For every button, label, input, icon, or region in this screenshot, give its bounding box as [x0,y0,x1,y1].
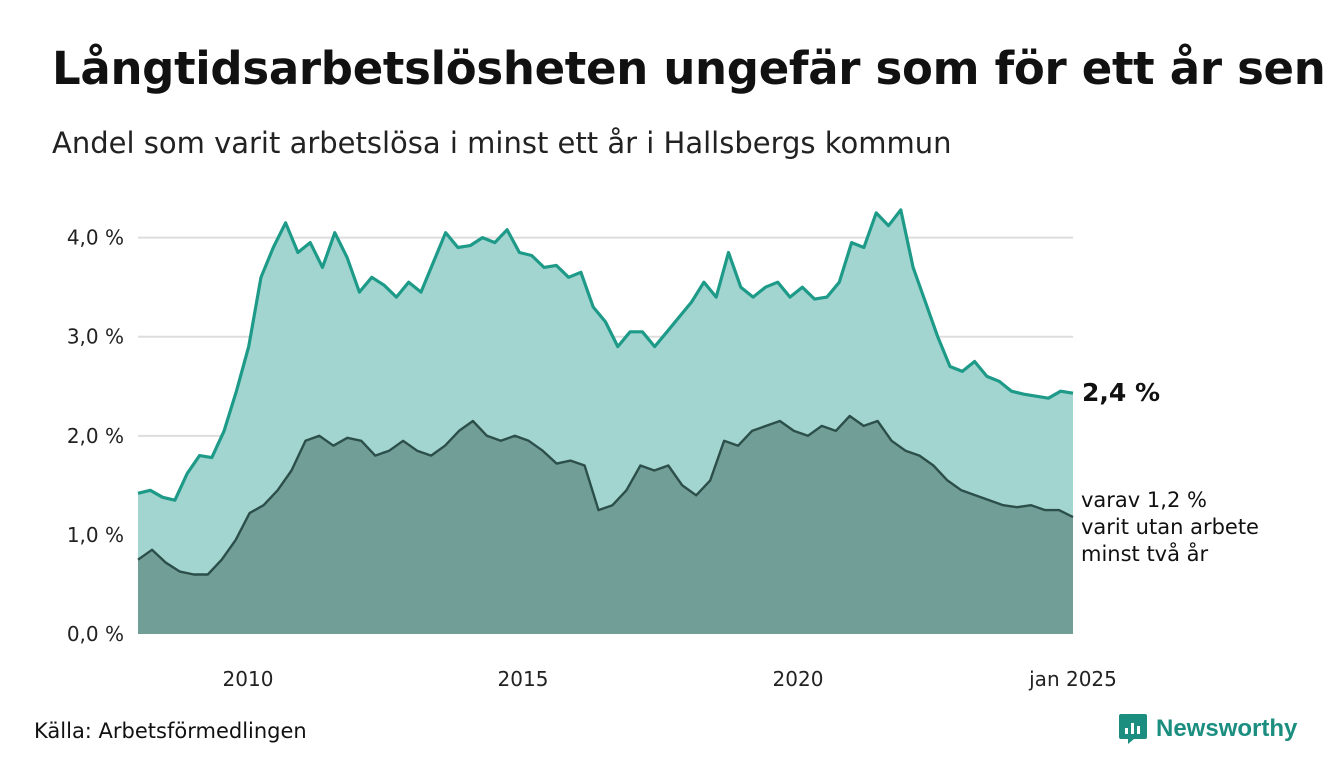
y-tick-label: 2,0 % [67,424,124,448]
y-axis-ticks: 0,0 % 1,0 % 2,0 % 3,0 % 4,0 % [67,226,124,646]
long-term-series-line [137,414,1074,576]
newsworthy-logo-icon [1119,714,1147,744]
x-tick-label: 2015 [498,667,549,691]
y-tick-label: 0,0 % [67,622,124,646]
y-tick-label: 1,0 % [67,523,124,547]
x-tick-label: jan 2025 [1028,667,1117,691]
long-term-series-area [138,416,1073,634]
source-note: Källa: Arbetsförmedlingen [34,719,307,743]
x-tick-label: 2010 [223,667,274,691]
y-tick-label: 4,0 % [67,226,124,250]
end-label-line-2: varit utan arbete [1081,515,1259,539]
newsworthy-logo: Newsworthy [1118,713,1297,745]
end-label-total: 2,4 % [1082,378,1161,407]
total-series-line [137,208,1074,502]
end-label-line-3: minst två år [1081,542,1209,566]
x-axis-ticks: 2010 2015 2020 jan 2025 [223,667,1117,691]
series-areas [137,208,1074,634]
chart-title: Långtidsarbetslösheten ungefär som för e… [52,42,1326,95]
y-tick-label: 3,0 % [67,325,124,349]
chart-subtitle: Andel som varit arbetslösa i minst ett å… [52,126,952,160]
end-label-line-1: varav 1,2 % [1081,488,1207,512]
end-label-long-term: varav 1,2 % varit utan arbete minst två … [1081,487,1259,568]
x-tick-label: 2020 [773,667,824,691]
logo-text: Newsworthy [1156,715,1298,742]
